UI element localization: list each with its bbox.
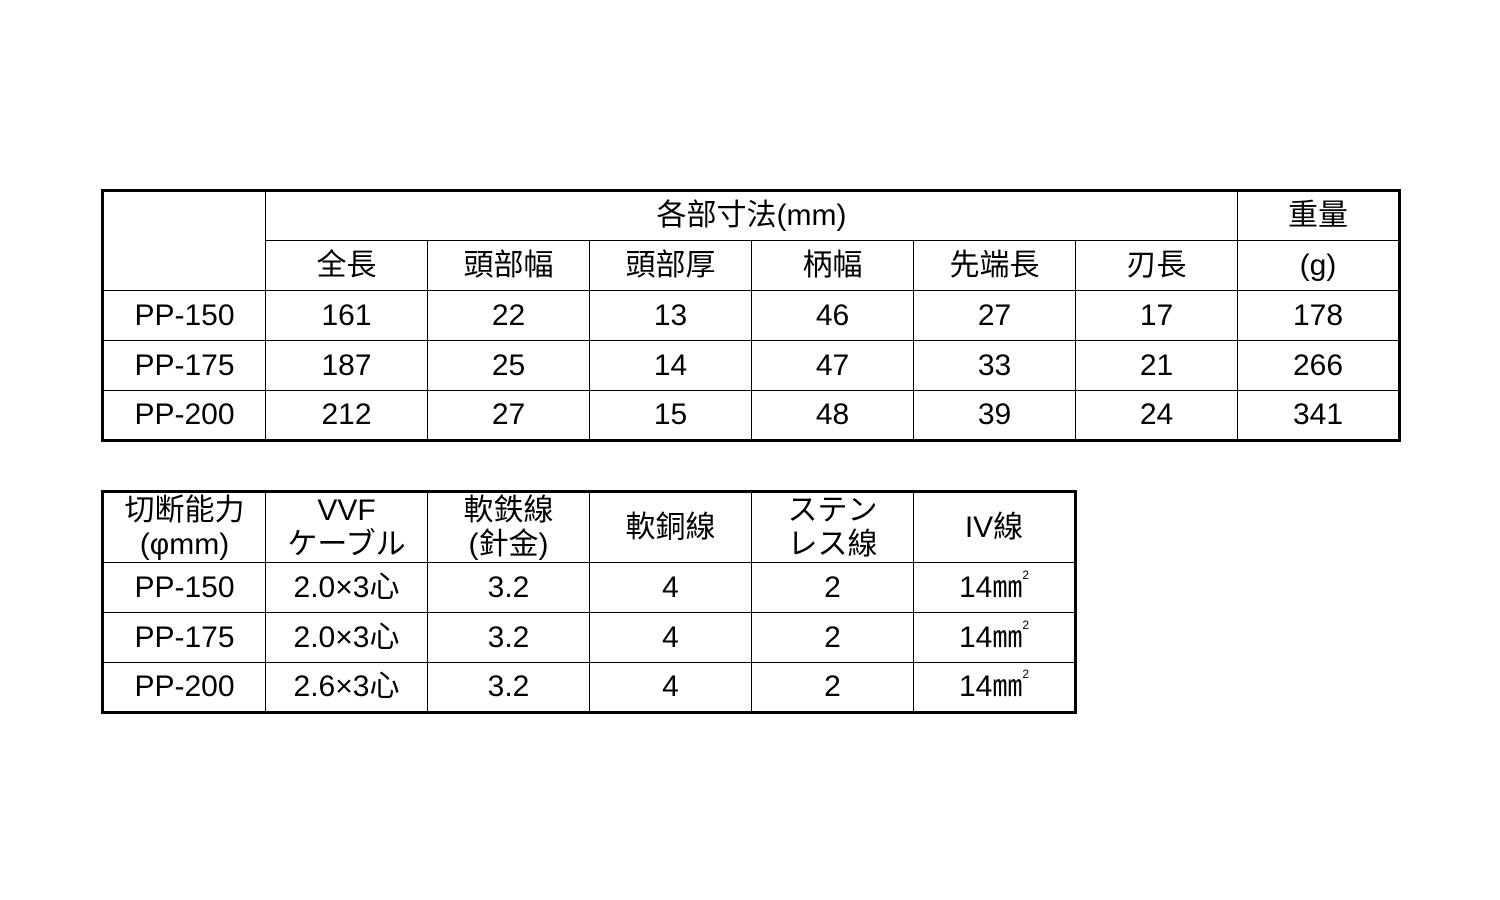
column-header: 全長 [265,240,428,291]
model-cell: PP-200 [102,662,266,713]
corner-cell [102,190,266,291]
value-cell: 3.2 [427,662,590,713]
superscript: 2 [1022,617,1030,632]
table-row: PP-200 2.6×3心 3.2 4 2 14㎜2 [102,662,1076,713]
dimensions-table: 各部寸法(mm) 重量 全長 頭部幅 頭部厚 柄幅 先端長 刃長 (g) PP-… [101,189,1401,442]
value-cell: 46 [751,290,914,341]
value-cell: 27 [427,390,590,441]
iv-wire-cell: 14㎜2 [913,662,1076,713]
value-cell: 33 [913,340,1076,391]
value-cell: 39 [913,390,1076,441]
value-cell: 27 [913,290,1076,341]
value-cell: 2 [751,612,914,663]
table-row: PP-175 2.0×3心 3.2 4 2 14㎜2 [102,612,1076,663]
value-text: 14㎜ [958,620,1023,654]
value-cell: 15 [589,390,752,441]
value-cell: 3.2 [427,562,590,613]
weight-cell: 178 [1237,290,1400,341]
value-cell: 4 [589,612,752,663]
value-cell: 2 [751,662,914,713]
column-header: 頭部厚 [589,240,752,291]
iv-wire-cell: 14㎜2 [913,612,1076,663]
column-header: 軟銅線 [589,491,752,563]
column-header: 軟鉄線 (針金) [427,491,590,563]
value-cell: 17 [1075,290,1238,341]
column-header: IV線 [913,491,1076,563]
superscript: 2 [1022,667,1030,681]
value-cell: 161 [265,290,428,341]
table-row: PP-175 187 25 14 47 33 21 266 [102,340,1400,391]
value-cell: 4 [589,662,752,713]
value-cell: 2 [751,562,914,613]
weight-cell: 341 [1237,390,1400,441]
header-row: 切断能力 (φmm) VVF ケーブル 軟鉄線 (針金) 軟銅線 ステン レス線… [102,491,1076,563]
value-text: 14㎜ [958,570,1023,604]
iv-wire-cell: 14㎜2 [913,562,1076,613]
value-cell: 47 [751,340,914,391]
table-row: PP-200 212 27 15 48 39 24 341 [102,390,1400,441]
value-cell: 24 [1075,390,1238,441]
table-row: PP-150 2.0×3心 3.2 4 2 14㎜2 [102,562,1076,613]
model-cell: PP-175 [102,340,266,391]
value-cell: 3.2 [427,612,590,663]
model-cell: PP-175 [102,612,266,663]
value-cell: 212 [265,390,428,441]
value-cell: 4 [589,562,752,613]
value-cell: 25 [427,340,590,391]
value-cell: 187 [265,340,428,391]
superscript: 2 [1022,567,1030,582]
value-cell: 13 [589,290,752,341]
column-header: 刃長 [1075,240,1238,291]
cutting-capacity-table: 切断能力 (φmm) VVF ケーブル 軟鉄線 (針金) 軟銅線 ステン レス線… [101,490,1077,714]
column-header: 切断能力 (φmm) [102,491,266,563]
header-row: 全長 頭部幅 頭部厚 柄幅 先端長 刃長 (g) [103,240,1400,291]
weight-header: 重量 [1237,190,1400,241]
value-cell: 21 [1075,340,1238,391]
value-cell: 14 [589,340,752,391]
model-cell: PP-150 [102,562,266,613]
value-cell: 2.0×3心 [265,612,428,663]
column-header: 先端長 [913,240,1076,291]
weight-cell: 266 [1237,340,1400,391]
column-header: 頭部幅 [427,240,590,291]
column-header: 柄幅 [751,240,914,291]
table-row: PP-150 161 22 13 46 27 17 178 [102,290,1400,341]
value-cell: 2.0×3心 [265,562,428,613]
model-cell: PP-150 [102,290,266,341]
value-cell: 2.6×3心 [265,662,428,713]
model-cell: PP-200 [102,390,266,441]
header-row: 各部寸法(mm) 重量 [102,190,1400,291]
group-header: 各部寸法(mm) [265,190,1238,241]
value-cell: 22 [427,290,590,341]
value-cell: 48 [751,390,914,441]
weight-unit: (g) [1237,240,1400,291]
column-header: ステン レス線 [751,491,914,563]
column-header: VVF ケーブル [265,491,428,563]
value-text: 14㎜ [958,670,1023,703]
